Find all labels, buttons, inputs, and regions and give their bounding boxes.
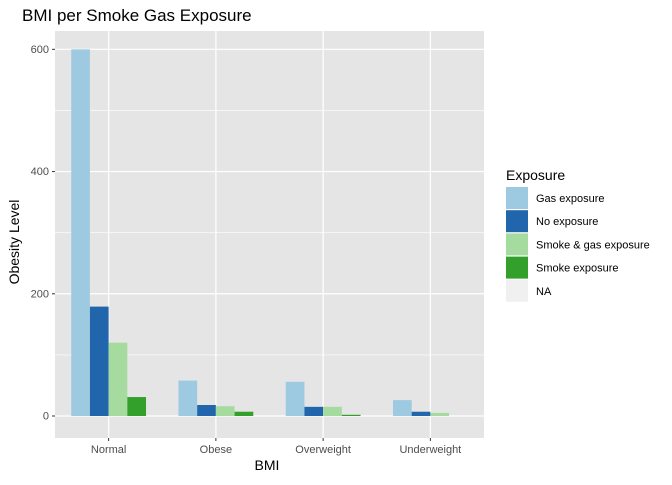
x-axis-label: BMI: [255, 457, 280, 473]
bar-no-exposure-overweight: [304, 406, 324, 416]
x-tick-label: Overweight: [295, 444, 351, 456]
legend-key: [506, 210, 528, 233]
legend-label: Smoke exposure: [536, 263, 619, 275]
bar-smoke-gas-exposure-overweight: [323, 406, 342, 416]
legend-label: No exposure: [536, 216, 598, 228]
chart-title: BMI per Smoke Gas Exposure: [22, 6, 252, 25]
legend: Exposure Gas exposure No exposure Smoke & …: [506, 167, 650, 302]
bar-gas-exposure-overweight: [285, 381, 305, 416]
bar-smoke-gas-exposure-obese: [215, 406, 235, 416]
bar-smoke-gas-exposure-underweight: [430, 412, 450, 416]
bar-smoke-exposure-overweight: [341, 414, 361, 416]
x-tick-label: Normal: [91, 444, 126, 456]
legend-title: Exposure: [506, 167, 565, 183]
y-tick-label: 0: [43, 411, 49, 423]
legend-key: [506, 256, 528, 279]
bars-group: [71, 49, 450, 416]
bar-smoke-gas-exposure-normal: [108, 342, 128, 416]
bar-smoke-exposure-normal: [127, 397, 147, 416]
y-tick-label: 200: [31, 288, 49, 300]
bar-gas-exposure-obese: [178, 380, 198, 416]
bar-no-exposure-normal: [89, 306, 109, 416]
legend-label: Smoke & gas exposure: [536, 239, 650, 251]
legend-key: [506, 279, 528, 302]
x-axis: Normal Obese Overweight Underweight: [91, 438, 461, 456]
legend-label: Gas exposure: [536, 193, 604, 205]
y-axis-label: Obesity Level: [6, 200, 22, 285]
bar-no-exposure-obese: [197, 405, 216, 416]
bar-smoke-exposure-obese: [234, 411, 254, 416]
legend-key: [506, 187, 528, 209]
y-axis: 0 200 400 600: [31, 44, 55, 423]
bar-gas-exposure-underweight: [392, 400, 412, 416]
bar-no-exposure-underweight: [411, 411, 431, 416]
y-tick-label: 600: [31, 44, 49, 56]
x-tick-label: Obese: [200, 444, 232, 456]
x-tick-label: Underweight: [399, 444, 461, 456]
grid-lines: [55, 31, 484, 438]
y-tick-label: 400: [31, 166, 49, 178]
bar-gas-exposure-normal: [71, 49, 90, 416]
legend-key: [506, 233, 528, 256]
legend-label: NA: [536, 286, 552, 298]
